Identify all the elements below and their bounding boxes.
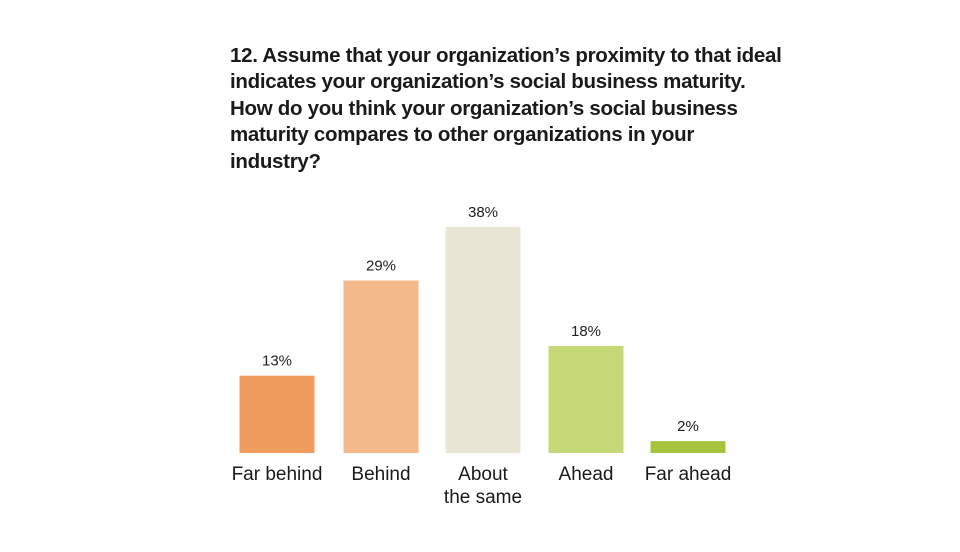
- value-label-2: 38%: [468, 204, 498, 221]
- bar-0: [239, 375, 315, 453]
- category-label-4: Far ahead: [645, 464, 732, 485]
- category-label-1: Behind: [351, 464, 410, 485]
- bar-4: [650, 441, 726, 453]
- category-label-0: Far behind: [232, 464, 323, 485]
- value-label-1: 29%: [366, 258, 396, 275]
- category-labels-group: Far behind Behind About the same Ahead Far ah…: [232, 464, 732, 508]
- value-label-3: 18%: [571, 323, 601, 340]
- value-labels-group: 13% 29% 38% 18% 2%: [262, 204, 699, 435]
- value-label-0: 13%: [262, 353, 292, 370]
- bar-3: [548, 345, 624, 453]
- bar-1: [343, 280, 419, 453]
- bar-2: [445, 227, 521, 453]
- category-label-2: About the same: [444, 464, 522, 508]
- value-label-4: 2%: [677, 418, 699, 435]
- bars-group: [239, 227, 726, 453]
- category-label-3: Ahead: [559, 464, 614, 485]
- chart-title: 12. Assume that your organization’s prox…: [230, 44, 782, 173]
